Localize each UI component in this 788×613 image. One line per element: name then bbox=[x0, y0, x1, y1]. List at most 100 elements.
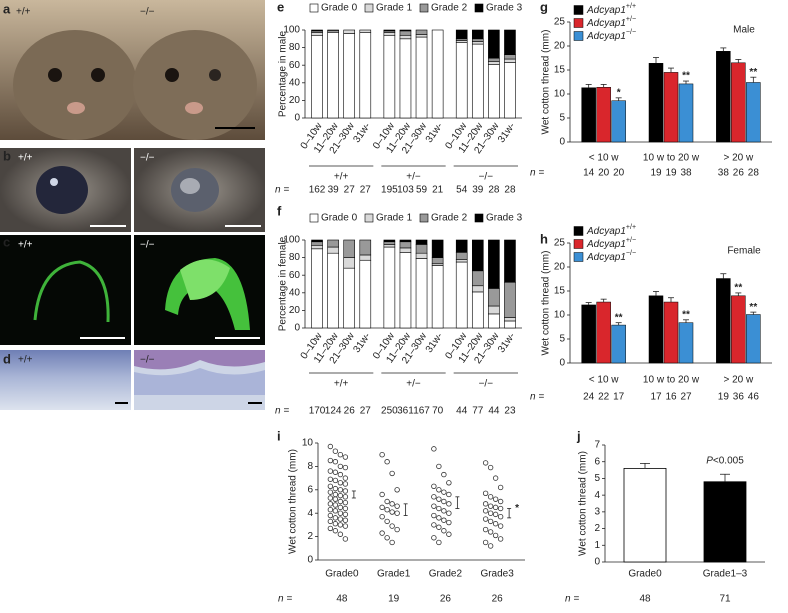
data-point bbox=[446, 491, 452, 498]
data-point bbox=[379, 452, 385, 458]
group-label: +/+ bbox=[334, 172, 349, 183]
genotype-label: −/− bbox=[140, 355, 155, 366]
bar-segment bbox=[343, 267, 356, 329]
data-point bbox=[482, 490, 489, 497]
bar-segment bbox=[399, 241, 412, 249]
data-point bbox=[342, 481, 349, 487]
legend-swatch bbox=[474, 3, 484, 13]
data-point bbox=[384, 535, 390, 541]
legend-swatch bbox=[419, 3, 429, 13]
bar-segment bbox=[488, 64, 500, 119]
n-value: 26 bbox=[440, 594, 452, 605]
data-point bbox=[446, 510, 452, 516]
data-point bbox=[327, 483, 334, 489]
n-value: 44 bbox=[488, 406, 500, 417]
bar-segment bbox=[311, 241, 323, 246]
bar-segment bbox=[504, 62, 516, 119]
n-value: 26 bbox=[733, 168, 745, 179]
data-point bbox=[389, 470, 395, 477]
bar bbox=[596, 301, 611, 364]
legend-label: Grade 3 bbox=[486, 3, 523, 14]
significance: ** bbox=[749, 67, 757, 78]
data-point bbox=[431, 446, 437, 452]
bar bbox=[678, 83, 694, 143]
data-point bbox=[337, 463, 344, 470]
n-value: 36 bbox=[733, 392, 745, 403]
data-point bbox=[436, 496, 442, 502]
data-point bbox=[394, 503, 400, 509]
y-tick-label: 0 bbox=[294, 113, 300, 124]
bar bbox=[703, 481, 747, 563]
data-point bbox=[332, 459, 339, 465]
bar bbox=[678, 322, 694, 364]
data-point bbox=[384, 459, 390, 465]
bar-segment bbox=[415, 252, 428, 259]
data-point bbox=[337, 471, 344, 478]
x-tick-label: 10 w to 20 w bbox=[643, 375, 700, 386]
data-point bbox=[327, 501, 334, 507]
data-point bbox=[492, 504, 499, 511]
data-point bbox=[436, 463, 442, 470]
data-point bbox=[379, 491, 385, 498]
n-value: 38 bbox=[718, 168, 730, 179]
n-value: 17 bbox=[613, 392, 625, 403]
y-tick-label: 20 bbox=[554, 262, 566, 273]
panel-letter: d bbox=[3, 351, 11, 366]
data-point bbox=[436, 515, 442, 521]
data-point bbox=[482, 460, 489, 466]
bar bbox=[746, 82, 761, 143]
x-tick-label: 31w- bbox=[351, 331, 372, 355]
bar-segment bbox=[311, 239, 323, 243]
bar-segment bbox=[383, 241, 396, 245]
x-tick-label: Grade0 bbox=[325, 569, 359, 580]
data-point bbox=[337, 516, 344, 522]
data-point bbox=[332, 491, 339, 498]
data-point bbox=[327, 476, 334, 482]
y-tick-label: 20 bbox=[289, 95, 301, 106]
legend-swatch bbox=[419, 213, 429, 223]
bar-segment bbox=[327, 252, 339, 329]
significance: * bbox=[515, 503, 519, 514]
data-point bbox=[394, 526, 400, 533]
y-tick-label: 10 bbox=[554, 310, 566, 321]
data-point bbox=[379, 504, 385, 511]
bar bbox=[581, 304, 596, 364]
bar-segment bbox=[488, 239, 500, 289]
legend-swatch bbox=[309, 213, 319, 223]
bar-segment bbox=[311, 32, 323, 36]
n-value: 170 bbox=[309, 406, 326, 417]
data-point bbox=[497, 484, 504, 491]
photo-b bbox=[0, 148, 265, 232]
x-tick-label: 10 w to 20 w bbox=[643, 153, 700, 164]
data-point bbox=[384, 498, 390, 505]
y-tick-label: 100 bbox=[283, 25, 300, 36]
bar-segment bbox=[327, 246, 339, 254]
y-tick-label: 4 bbox=[307, 508, 313, 519]
n-value: 16 bbox=[665, 392, 677, 403]
genotype-label: −/− bbox=[140, 240, 155, 251]
bar bbox=[731, 62, 746, 143]
genotype-label: +/+ bbox=[16, 7, 31, 18]
legend-name: Adcyap1 bbox=[586, 226, 626, 237]
group-label: −/− bbox=[479, 379, 494, 390]
bar bbox=[648, 63, 664, 143]
bar bbox=[731, 295, 746, 364]
bar-segment bbox=[311, 244, 323, 250]
data-point bbox=[487, 464, 494, 471]
bar-segment bbox=[471, 29, 484, 40]
data-point bbox=[342, 464, 349, 471]
n-value: 27 bbox=[344, 185, 356, 196]
bar-segment bbox=[431, 265, 444, 329]
data-point bbox=[431, 512, 437, 519]
data-point bbox=[441, 517, 447, 523]
bar-segment bbox=[415, 36, 428, 119]
n-value: 54 bbox=[456, 185, 468, 196]
data-point bbox=[431, 503, 437, 509]
data-point bbox=[492, 532, 499, 539]
y-tick-label: 0 bbox=[559, 137, 565, 148]
bar-segment bbox=[311, 29, 323, 32]
data-point bbox=[441, 471, 447, 478]
bar-segment bbox=[488, 288, 500, 307]
n-value: 21 bbox=[432, 185, 444, 196]
bar-segment bbox=[471, 285, 484, 293]
